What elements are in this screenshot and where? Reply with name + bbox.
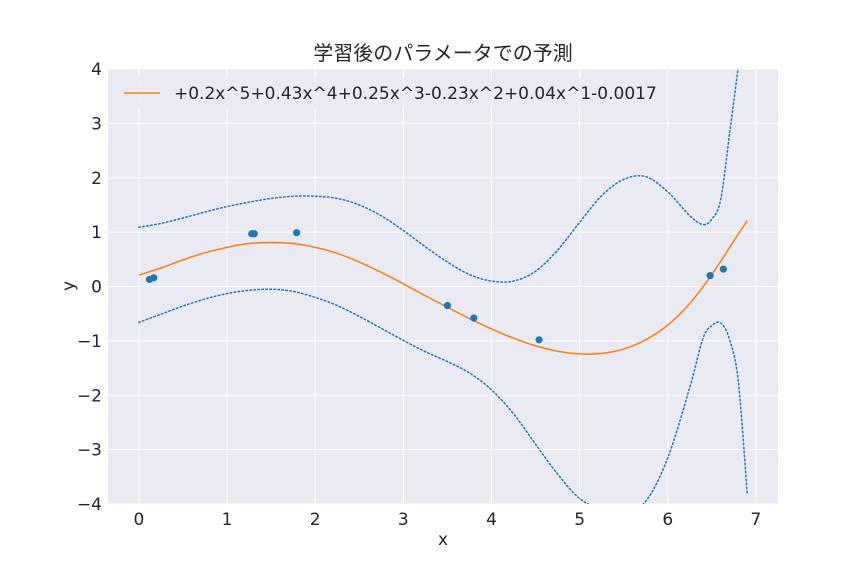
x-tick-label: 5 bbox=[574, 510, 585, 530]
data-point bbox=[470, 314, 478, 322]
x-tick-label: 7 bbox=[751, 510, 762, 530]
confidence-bound-line bbox=[138, 288, 748, 504]
data-point bbox=[535, 336, 543, 344]
series-layer bbox=[138, 69, 748, 504]
y-tick-label: −2 bbox=[77, 386, 102, 406]
x-tick-label: 4 bbox=[486, 510, 497, 530]
y-tick-label: −3 bbox=[77, 441, 102, 461]
x-axis-label: x bbox=[438, 530, 448, 550]
data-point bbox=[443, 301, 452, 310]
x-tick-label: 1 bbox=[222, 510, 233, 530]
y-tick-label: 1 bbox=[91, 223, 102, 243]
x-tick-label: 3 bbox=[398, 510, 409, 530]
data-point bbox=[293, 229, 301, 237]
data-point bbox=[150, 274, 158, 282]
confidence-bound-line bbox=[138, 69, 739, 283]
x-tick-label: 0 bbox=[133, 510, 144, 530]
y-axis-label: y bbox=[59, 281, 79, 291]
legend-box bbox=[116, 78, 630, 108]
x-tick-label: 2 bbox=[310, 510, 321, 530]
legend-label: +0.2x^5+0.43x^4+0.25x^3-0.23x^2+0.04x^1-… bbox=[174, 84, 657, 104]
data-point bbox=[250, 230, 258, 238]
y-tick-label: −1 bbox=[77, 332, 102, 352]
legend: +0.2x^5+0.43x^4+0.25x^3-0.23x^2+0.04x^1-… bbox=[116, 78, 657, 108]
tick-labels: 0 1 2 3 4 5 6 7 −4 −3 −2 −1 0 1 2 3 4 bbox=[77, 60, 761, 530]
grid bbox=[108, 68, 778, 505]
y-tick-label: 2 bbox=[91, 169, 102, 189]
data-point bbox=[719, 265, 727, 273]
y-tick-label: −4 bbox=[77, 495, 102, 515]
y-tick-label: 0 bbox=[91, 278, 102, 298]
y-tick-label: 3 bbox=[91, 114, 102, 134]
data-point bbox=[706, 272, 714, 280]
chart-title: 学習後のパラメータでの予測 bbox=[313, 41, 572, 65]
y-tick-label: 4 bbox=[91, 60, 102, 80]
x-tick-label: 6 bbox=[662, 510, 673, 530]
